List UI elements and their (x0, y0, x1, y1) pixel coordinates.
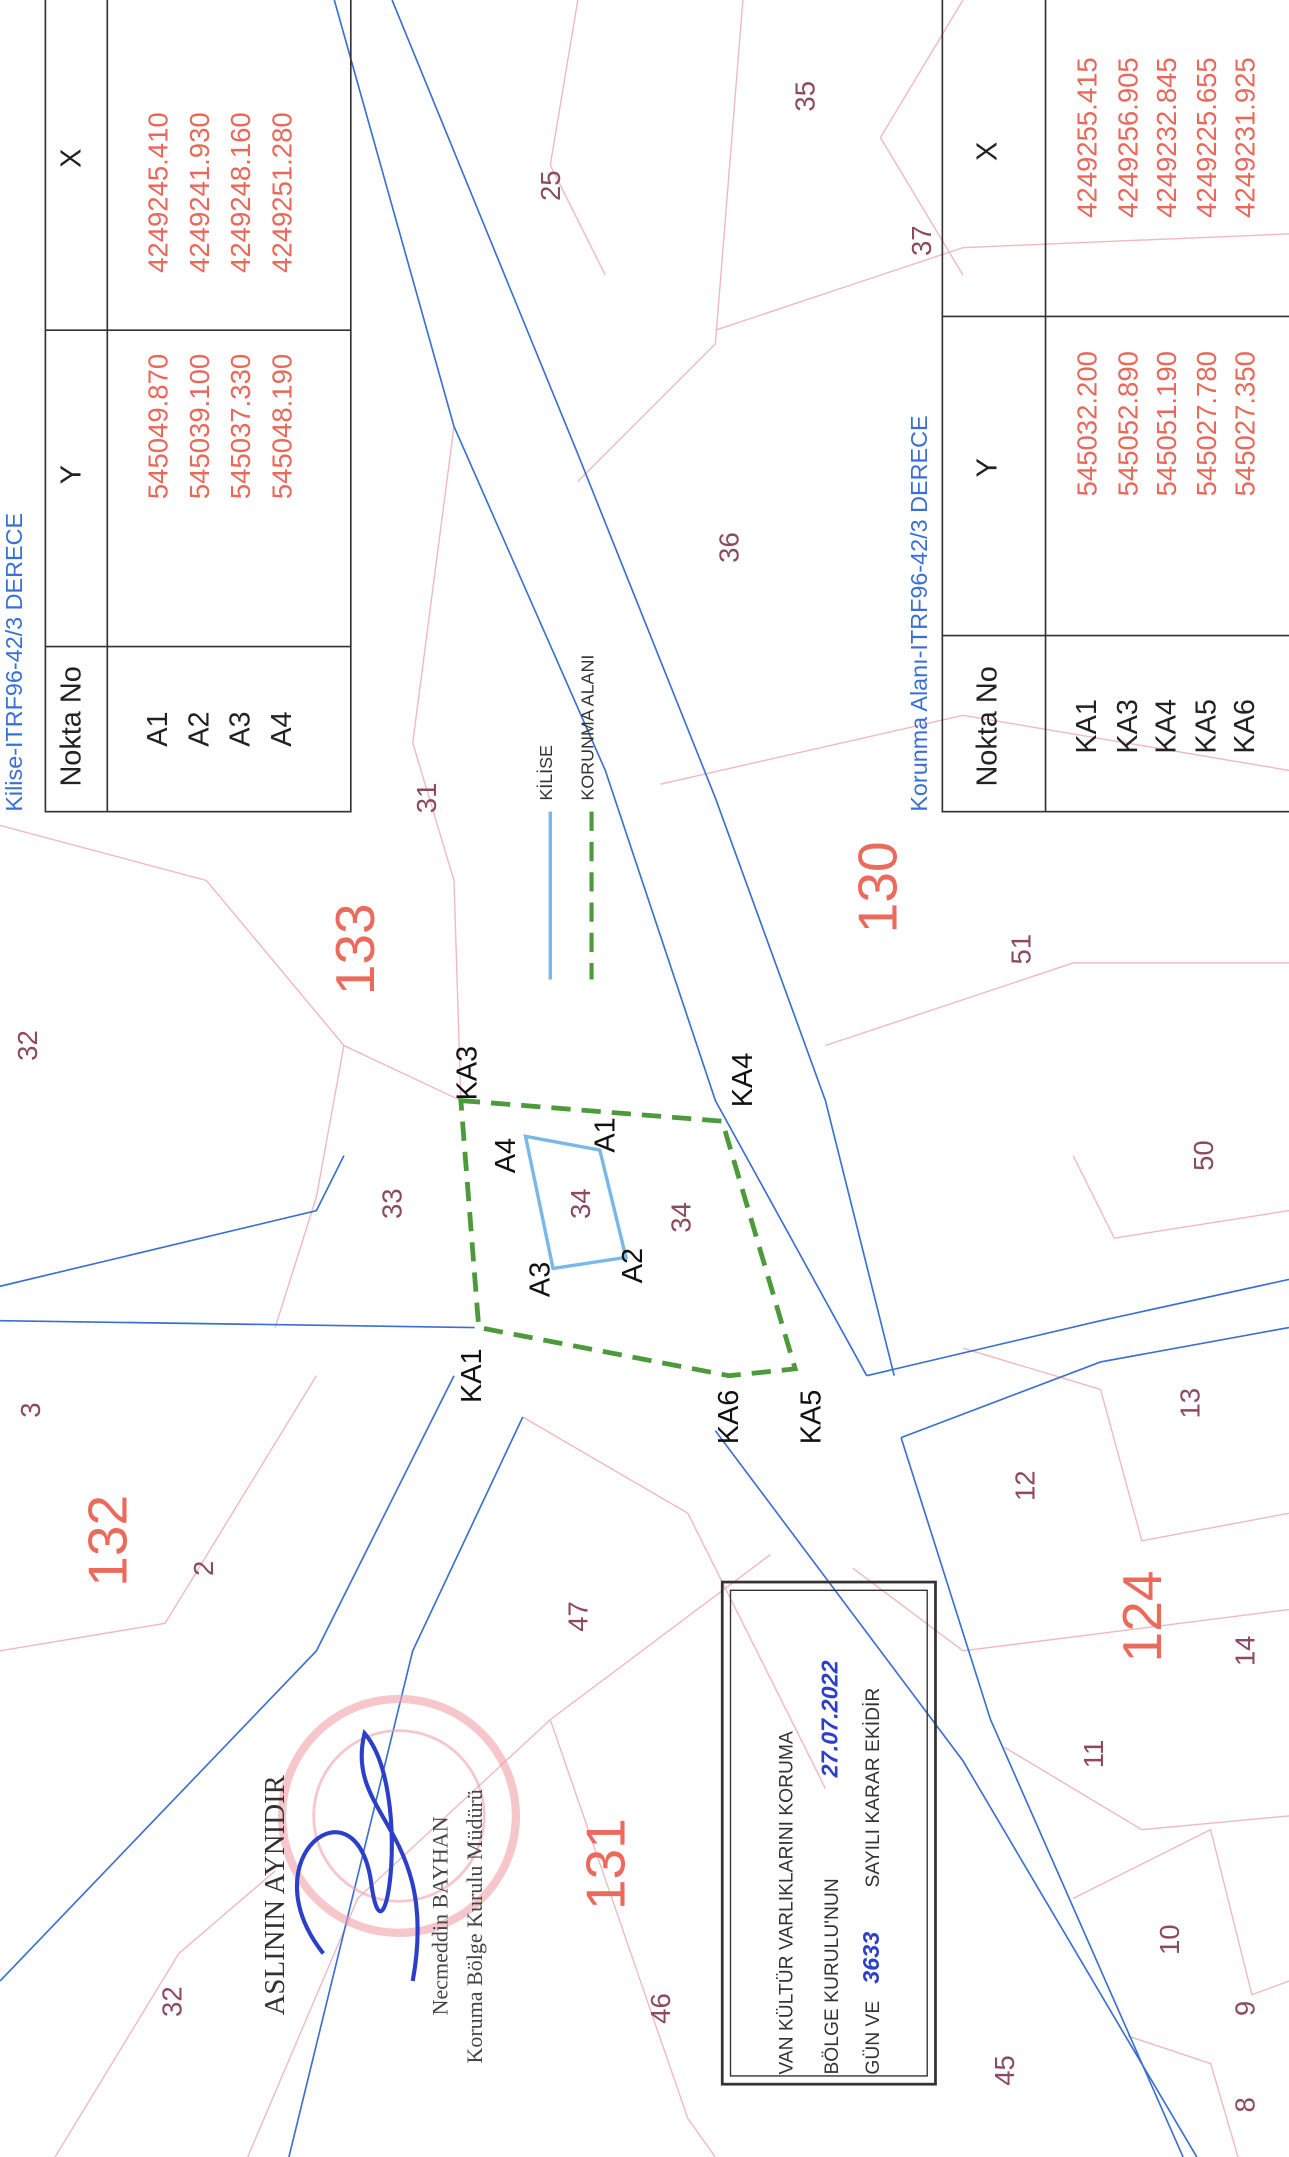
point-id: KA3 (1112, 699, 1144, 754)
certification: ASLININ AYNIDIR (259, 1774, 291, 2015)
parcel-number: 47 (562, 1601, 593, 1632)
point-id: KA6 (1229, 699, 1261, 754)
legend-label: KİLİSE (536, 745, 556, 801)
point-label: KA3 (452, 1046, 484, 1101)
signer-title: Koruma Bölge Kurulu Müdürü (462, 1789, 487, 2063)
parcel-number: 10 (1154, 1924, 1185, 1955)
point-label: KA1 (456, 1348, 488, 1403)
parcel-number: 33 (377, 1188, 408, 1219)
parcel-number: 8 (1230, 2097, 1261, 2112)
point-label: KA4 (727, 1053, 759, 1108)
parcel-number: 12 (1009, 1470, 1040, 1501)
point-label: A4 (490, 1138, 522, 1173)
block-number: 130 (847, 841, 909, 933)
coordinate: 545032.200 (1071, 351, 1102, 496)
parcel-number: 14 (1230, 1636, 1261, 1667)
parcel-number: 34 (565, 1188, 596, 1219)
block-number: 133 (324, 903, 386, 995)
table-title: Korunma Alanı-ITRF96-42/3 DERECE (906, 415, 932, 811)
point-id: A2 (183, 711, 215, 746)
parcel-lines (0, 0, 1289, 2157)
parcel-number: 9 (1230, 2001, 1261, 2016)
coordinate: 545049.870 (143, 354, 174, 499)
road-lines (0, 0, 1289, 2157)
coordinate: 4249232.845 (1151, 57, 1182, 218)
coordinate: 545037.330 (225, 354, 256, 499)
point-label: KA6 (713, 1390, 745, 1445)
parcel-number: 32 (156, 1986, 187, 2017)
parcel-number: 37 (906, 225, 937, 256)
coordinate: 545039.100 (184, 354, 215, 499)
coordinate: 545048.190 (267, 354, 298, 499)
coordinate: 4249241.930 (184, 112, 215, 273)
page: {"tables":[ {"title":"Kilise-ITRF96-42/3… (0, 0, 1289, 2157)
parcel-number: 50 (1188, 1140, 1219, 1171)
parcel-number: 34 (665, 1202, 696, 1233)
coordinate: 4249225.655 (1191, 57, 1222, 218)
point-id: A4 (266, 711, 298, 746)
coordinate: 545051.190 (1151, 351, 1182, 496)
point-label: KA5 (796, 1390, 828, 1445)
table-header: Y (972, 458, 1004, 477)
point-id: A1 (142, 711, 174, 746)
coordinate: 4249256.905 (1113, 57, 1144, 218)
parcel-number: 11 (1078, 1740, 1109, 1769)
parcel-number: 45 (989, 2055, 1020, 2086)
point-label: A1 (589, 1117, 621, 1152)
stamp-text: GÜN VE (863, 2001, 884, 2075)
official-seal-inner (314, 1731, 485, 1902)
legend-label: KORUNMA ALANI (577, 655, 597, 801)
block-number: 131 (574, 1818, 636, 1910)
parcel-number: 3 (15, 1402, 46, 1417)
stamp-text: VAN KÜLTÜR VARLIKLARINI KORUMA (776, 1731, 797, 2075)
block-number: 124 (1111, 1571, 1173, 1663)
stamp-text: SAYILI KARAR EKİDİR (863, 1688, 884, 1888)
parcel-number: 35 (789, 81, 820, 112)
coordinate: 545052.890 (1113, 351, 1144, 496)
point-label: A3 (525, 1262, 557, 1297)
coordinate: 545027.780 (1191, 351, 1222, 496)
signer-name: Necmeddin BAYHAN (428, 1816, 453, 2015)
point-id: KA4 (1151, 699, 1183, 754)
parcel-number: 2 (188, 1561, 219, 1576)
table-header: Nokta No (972, 666, 1004, 786)
coordinate: 4249251.280 (267, 112, 298, 273)
parcel-number: 13 (1174, 1388, 1205, 1419)
point-id: KA5 (1190, 699, 1222, 754)
table-title: Kilise-ITRF96-42/3 DERECE (1, 513, 27, 812)
coordinate: 4249245.410 (143, 112, 174, 273)
parcel-number: 25 (535, 170, 566, 201)
table-header: X (56, 149, 88, 168)
parcel-number: 31 (411, 783, 442, 814)
signature (297, 1733, 418, 1981)
parcel-number: 46 (645, 1993, 676, 2024)
point-label: A2 (617, 1248, 649, 1283)
table-header: Y (56, 465, 88, 484)
point-id: A3 (225, 711, 257, 746)
stamp-text: 27.07.2022 (817, 1660, 843, 1778)
coordinate: 4249231.925 (1230, 57, 1261, 218)
coordinate: 4249255.415 (1071, 57, 1102, 218)
point-id: KA1 (1071, 699, 1103, 754)
table-header: Nokta No (56, 666, 88, 786)
parcel-number: 32 (12, 1030, 43, 1061)
parcel-number: 51 (1005, 934, 1036, 965)
map: Kilise-ITRF96-42/3 DERECE Nokta No Y X A1 545… (0, 0, 1289, 2157)
stamp-text: 3633 (858, 1932, 884, 1984)
coordinate: 4249248.160 (225, 112, 256, 273)
parcel-number: 36 (714, 532, 745, 563)
block-number: 132 (76, 1495, 138, 1587)
table-header: X (972, 142, 1004, 161)
coordinate: 545027.350 (1230, 351, 1261, 496)
stamp-text: BÖLGE KURULU'NUN (822, 1878, 843, 2074)
